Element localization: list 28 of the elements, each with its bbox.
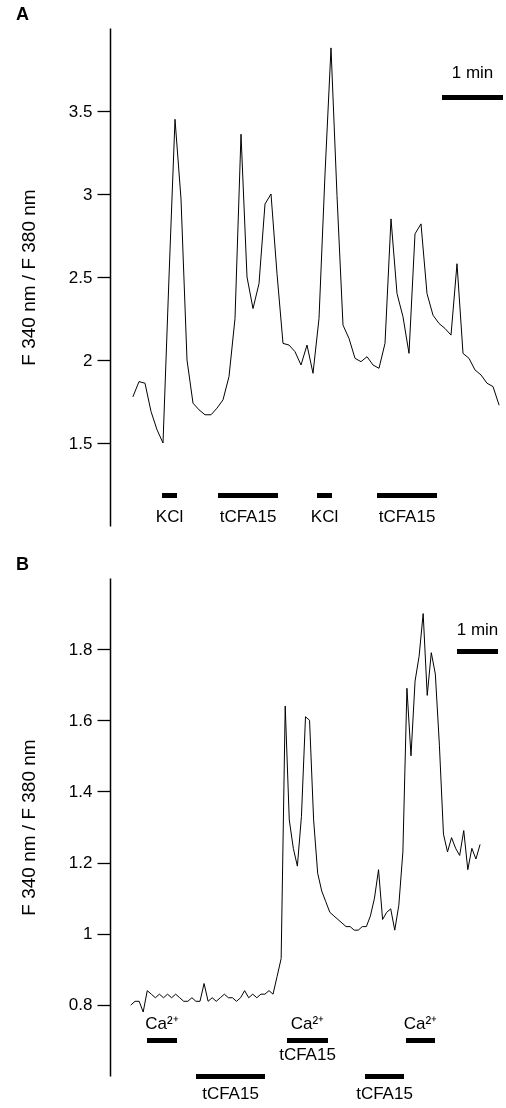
annotation: tCFA15	[219, 507, 277, 526]
text: tCFA15	[356, 1084, 413, 1103]
text: tCFA15	[202, 1084, 259, 1103]
y-tick-label: 1.5	[68, 433, 93, 453]
annotation: 1 min	[451, 63, 494, 82]
y-tick-label: 2	[83, 350, 93, 370]
y-tick-label: 0.8	[68, 995, 93, 1015]
y-tick-label: 1.6	[68, 710, 93, 730]
annotation: Ca²⁺	[290, 1014, 325, 1033]
annotation: KCl	[155, 507, 184, 526]
y-tick-label: 1.2	[68, 853, 93, 873]
y-axis-title: F 340 nm / F 380 nm	[17, 189, 39, 366]
y-axis-title: F 340 nm / F 380 nm	[17, 739, 39, 916]
annotation: Ca²⁺	[403, 1014, 438, 1033]
chart-title: B	[16, 554, 29, 574]
chart-title: A	[16, 4, 29, 24]
annotation: tCFA15	[378, 507, 436, 526]
annotation: Ca²⁺	[145, 1014, 179, 1033]
annotation: 1 min	[456, 620, 499, 639]
y-tick-label: 1	[83, 924, 93, 944]
y-tick-label: 1.8	[68, 639, 93, 659]
annotation: KCl	[310, 507, 339, 526]
y-tick-label: 2.5	[68, 267, 93, 287]
line-series	[132, 47, 500, 444]
annotation: tCFA15	[279, 1045, 336, 1064]
y-tick-label: 3	[83, 184, 93, 204]
y-tick-label: 3.5	[68, 101, 93, 121]
y-tick-label: 1.4	[68, 781, 93, 801]
